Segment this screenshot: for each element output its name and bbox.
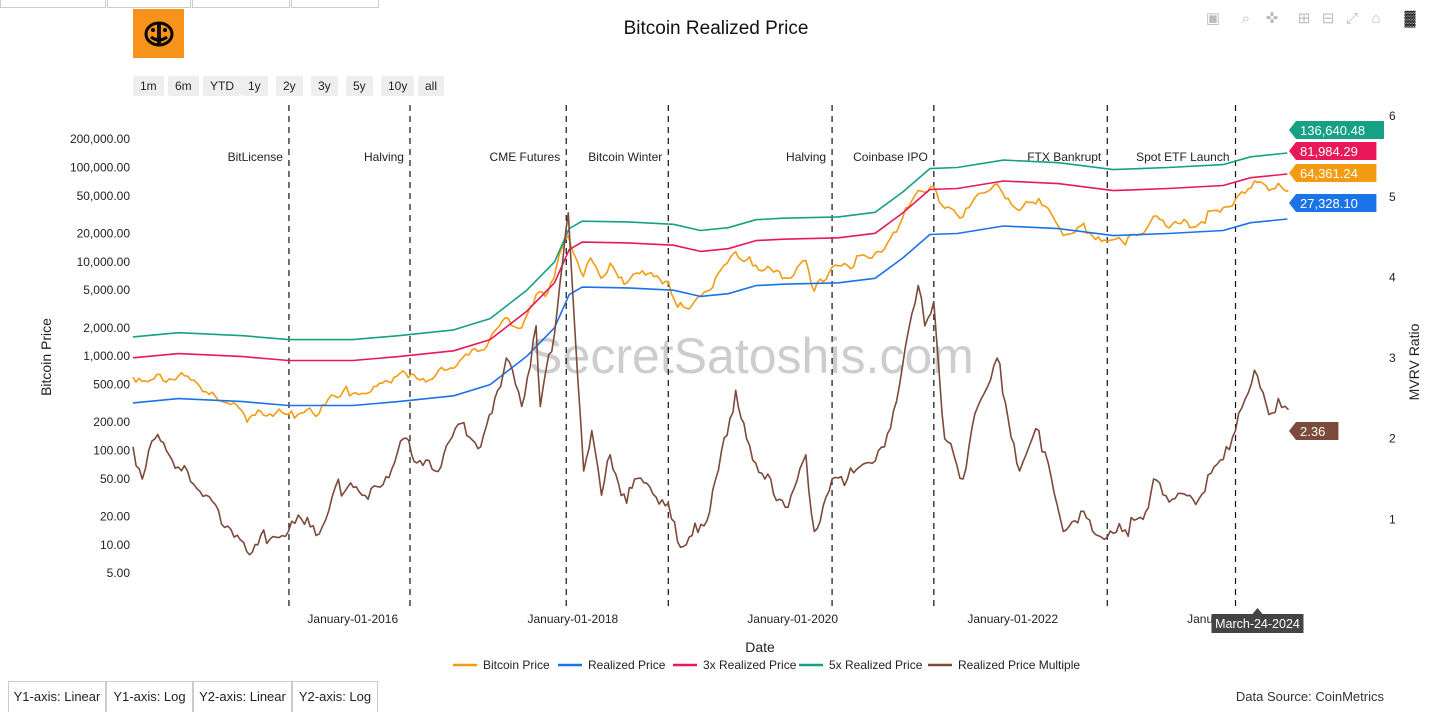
top-tab[interactable] bbox=[107, 0, 191, 8]
range-button-3y[interactable]: 3y bbox=[311, 76, 338, 96]
event-label: Halving bbox=[364, 150, 404, 164]
y-tick-label: 10,000.00 bbox=[77, 255, 131, 269]
event-label: BitLicense bbox=[228, 150, 284, 164]
y-tick-label: 20.00 bbox=[100, 509, 130, 523]
y2-tick-label: 6 bbox=[1389, 109, 1396, 123]
top-tab[interactable] bbox=[192, 0, 290, 8]
event-label: FTX Bankrupt bbox=[1027, 150, 1102, 164]
bitcoin-face-icon bbox=[133, 9, 184, 58]
range-button-6m[interactable]: 6m bbox=[168, 76, 199, 96]
end-label-box bbox=[1289, 422, 1339, 440]
end-label: 136,640.48 bbox=[1300, 123, 1365, 138]
series-3x-realized-price bbox=[132, 173, 1288, 362]
y2-tick-label: 1 bbox=[1389, 512, 1396, 526]
hover-date-box bbox=[1211, 608, 1304, 633]
pan-icon[interactable]: ✜ bbox=[1265, 10, 1279, 27]
series-realized-price-multiple bbox=[132, 212, 1290, 556]
y-tick-label: 50,000.00 bbox=[77, 189, 131, 203]
series-5x-realized-price bbox=[132, 152, 1288, 341]
y-tick-label: 200.00 bbox=[93, 415, 130, 429]
top-tab[interactable] bbox=[291, 0, 379, 8]
range-button-5y[interactable]: 5y bbox=[346, 76, 373, 96]
zoom-icon[interactable]: ⌕ bbox=[1241, 10, 1251, 27]
y-tick-label: 2,000.00 bbox=[83, 321, 130, 335]
x-tick-label: January-01-2018 bbox=[527, 612, 618, 626]
x-tick-label: January-01-2022 bbox=[967, 612, 1058, 626]
y-tick-label: 10.00 bbox=[100, 538, 130, 552]
zoom-out-icon[interactable]: ⊟ bbox=[1321, 10, 1335, 27]
y-tick-label: 100,000.00 bbox=[70, 161, 130, 175]
end-label: 81,984.29 bbox=[1300, 144, 1358, 159]
legend-label: Realized Price bbox=[588, 658, 666, 672]
end-label-box bbox=[1289, 142, 1377, 160]
end-label: 27,328.10 bbox=[1300, 196, 1358, 211]
legend-label: Realized Price Multiple bbox=[958, 658, 1080, 672]
range-button-ytd[interactable]: YTD bbox=[203, 76, 241, 96]
legend-label: 3x Realized Price bbox=[703, 658, 797, 672]
home-icon[interactable]: ⌂ bbox=[1371, 10, 1381, 27]
y-tick-label: 5.00 bbox=[107, 566, 131, 580]
y-tick-label: 200,000.00 bbox=[70, 132, 130, 146]
autoscale-icon[interactable]: ⤢ bbox=[1345, 10, 1358, 27]
hover-date-label: March-24-2024 bbox=[1215, 617, 1300, 631]
end-label-box bbox=[1289, 194, 1377, 212]
chart-title: Bitcoin Realized Price bbox=[623, 18, 809, 39]
y-tick-label: 5,000.00 bbox=[83, 283, 130, 297]
y2-axis-title: MVRV Ratio bbox=[1406, 323, 1422, 400]
range-button-1m[interactable]: 1m bbox=[133, 76, 164, 96]
axis-tab-1[interactable]: Y1-axis: Log bbox=[106, 681, 193, 712]
series-bitcoin-price bbox=[132, 180, 1289, 423]
y-tick-label: 500.00 bbox=[93, 378, 130, 392]
range-button-all[interactable]: all bbox=[418, 76, 445, 96]
y-tick-label: 20,000.00 bbox=[77, 226, 131, 240]
watermark: SecretSatoshis.com bbox=[529, 328, 974, 384]
camera-icon[interactable]: ▣ bbox=[1205, 10, 1221, 27]
end-label: 64,361.24 bbox=[1300, 166, 1358, 181]
event-label: Bitcoin Winter bbox=[588, 150, 662, 164]
axis-tab-3[interactable]: Y2-axis: Log bbox=[292, 681, 378, 712]
top-tab-strip bbox=[0, 0, 400, 8]
event-label: Halving bbox=[786, 150, 826, 164]
event-label: CME Futures bbox=[490, 150, 561, 164]
y-tick-label: 50.00 bbox=[100, 472, 130, 486]
end-label: 2.36 bbox=[1300, 424, 1325, 439]
axis-tab-0[interactable]: Y1-axis: Linear bbox=[8, 681, 106, 712]
end-label-box bbox=[1289, 164, 1377, 182]
range-button-10y[interactable]: 10y bbox=[381, 76, 415, 96]
x-axis-title: Date bbox=[745, 639, 775, 655]
y2-tick-label: 3 bbox=[1389, 351, 1396, 365]
event-label: Coinbase IPO bbox=[853, 150, 928, 164]
top-tab[interactable] bbox=[0, 0, 106, 8]
range-button-2y[interactable]: 2y bbox=[276, 76, 303, 96]
y2-tick-label: 4 bbox=[1389, 270, 1396, 284]
plotly-logo-icon[interactable]: ▓ bbox=[1404, 10, 1416, 27]
zoom-in-icon[interactable]: ⊞ bbox=[1297, 10, 1311, 27]
x-tick-label: January-01-2016 bbox=[307, 612, 398, 626]
series-realized-price bbox=[132, 218, 1288, 407]
axis-tab-2[interactable]: Y2-axis: Linear bbox=[193, 681, 292, 712]
y-tick-label: 100.00 bbox=[93, 443, 130, 457]
y-tick-label: 1,000.00 bbox=[83, 349, 130, 363]
x-tick-label: January-01-2020 bbox=[747, 612, 838, 626]
y2-tick-label: 5 bbox=[1389, 190, 1396, 204]
event-label: Spot ETF Launch bbox=[1136, 150, 1229, 164]
range-button-1y[interactable]: 1y bbox=[241, 76, 268, 96]
end-label-box bbox=[1289, 121, 1384, 139]
data-source-note: Data Source: CoinMetrics bbox=[1235, 689, 1384, 704]
y2-tick-label: 2 bbox=[1389, 432, 1396, 446]
legend-label: 5x Realized Price bbox=[829, 658, 923, 672]
chart-area[interactable]: SecretSatoshis.com 200,000.00 100,000.00 50… bbox=[0, 0, 1456, 680]
legend-label: Bitcoin Price bbox=[483, 658, 550, 672]
y-axis-title: Bitcoin Price bbox=[38, 318, 54, 396]
